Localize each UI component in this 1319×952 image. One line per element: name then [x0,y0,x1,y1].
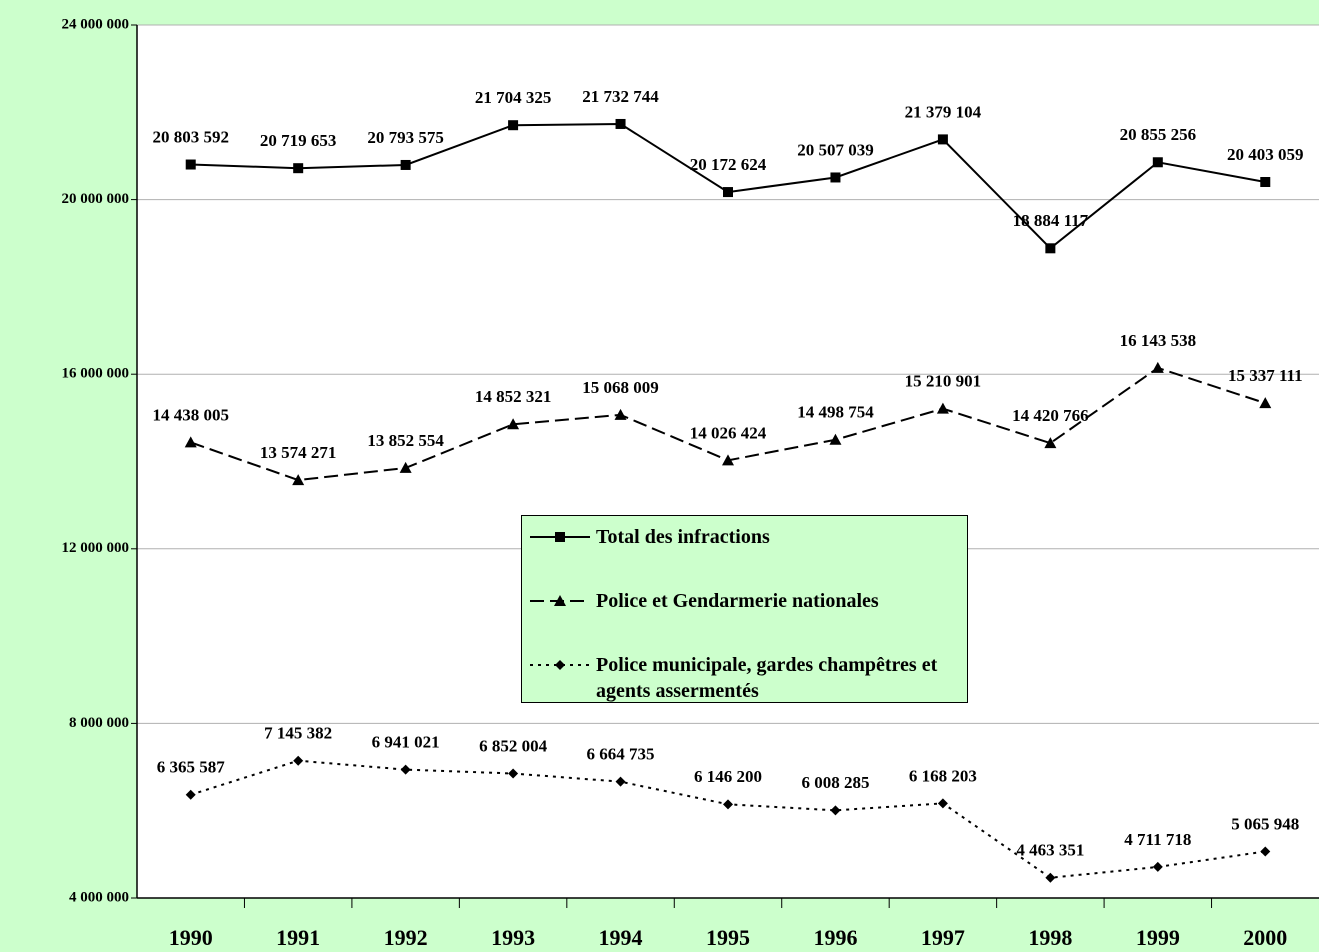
marker [1045,243,1056,254]
data-label: 13 852 554 [367,431,444,450]
marker [722,454,734,466]
x-tick-label: 1996 [813,925,857,950]
data-label: 20 793 575 [367,128,444,147]
legend: Total des infractions Police et Gendarmer… [521,515,968,703]
data-label: 21 704 325 [475,88,552,107]
x-tick-label: 1997 [921,925,965,950]
y-tick-label: 16 000 000 [62,366,130,382]
data-label: 15 337 111 [1228,366,1303,385]
data-label: 14 498 754 [797,403,874,422]
x-tick-label: 2000 [1243,925,1287,950]
data-label: 4 463 351 [1016,841,1084,860]
marker [937,798,948,809]
marker [830,805,841,816]
marker [1151,361,1164,373]
y-tick-label: 12 000 000 [62,540,130,556]
y-tick-label: 8 000 000 [69,715,129,731]
legend-entry: Police et Gendarmerie nationales [528,588,956,614]
y-tick-label: 4 000 000 [69,889,129,905]
marker [937,134,948,145]
marker [615,776,626,787]
marker [185,159,196,170]
marker [399,461,412,473]
data-label: 21 379 104 [905,102,982,121]
legend-symbol [530,660,590,670]
data-label: 14 852 321 [475,387,552,406]
data-label: 14 438 005 [152,405,229,424]
marker [1152,157,1163,168]
marker [936,402,949,414]
marker [614,408,627,420]
x-tick-label: 1992 [384,925,428,950]
data-label: 16 143 538 [1120,331,1197,350]
data-label: 20 719 653 [260,131,337,150]
marker [293,163,304,174]
x-tick-label: 1991 [276,925,320,950]
marker [1260,177,1271,188]
marker [1044,437,1057,449]
data-label: 20 855 256 [1120,125,1197,144]
legend-symbol [530,595,590,606]
legend-label: Police et Gendarmerie nationales [596,590,879,612]
legend-entry: Total des infractions [528,524,956,550]
marker [829,433,842,445]
marker [555,532,565,542]
marker [1152,861,1163,872]
data-label: 18 884 117 [1013,211,1089,230]
marker [508,768,519,779]
legend-label: Police municipale, gardes champêtres et … [596,654,938,702]
x-tick-label: 1995 [706,925,750,950]
marker [554,595,566,606]
data-label: 6 168 203 [909,766,977,785]
marker [400,764,411,775]
x-tick-label: 1990 [169,925,213,950]
marker [615,118,626,129]
data-label: 21 732 744 [582,87,659,106]
data-label: 20 507 039 [797,140,874,159]
marker [830,172,841,183]
data-label: 6 852 004 [479,736,548,755]
y-tick-label: 20 000 000 [62,191,130,207]
marker [185,789,196,800]
data-label: 6 941 021 [372,733,440,752]
data-label: 20 172 624 [690,155,767,174]
marker [292,474,305,486]
data-label: 6 008 285 [801,773,869,792]
x-tick-label: 1999 [1136,925,1180,950]
data-label: 6 664 735 [587,745,655,764]
data-label: 20 803 592 [152,127,229,146]
data-label: 14 026 424 [690,423,767,442]
marker [293,755,304,766]
data-label: 7 145 382 [264,724,332,743]
y-tick-label: 24 000 000 [62,16,130,32]
data-label: 4 711 718 [1124,830,1191,849]
marker [508,120,519,131]
data-label: 15 210 901 [905,372,982,391]
legend-entry: Police municipale, gardes champêtres et … [528,652,956,704]
data-label: 15 068 009 [582,378,659,397]
legend-symbol [530,532,590,542]
data-label: 20 403 059 [1227,145,1304,164]
marker [1259,397,1272,409]
data-label: 6 146 200 [694,767,762,786]
marker [555,660,565,670]
marker [1260,846,1271,857]
marker [723,799,733,810]
x-tick-label: 1993 [491,925,535,950]
marker [507,418,520,430]
data-label: 5 065 948 [1231,814,1299,833]
data-label: 13 574 271 [260,443,337,462]
marker [400,159,411,170]
legend-label: Total des infractions [596,526,770,548]
data-label: 6 365 587 [157,758,226,777]
data-label: 14 420 766 [1012,406,1089,425]
x-tick-label: 1998 [1028,925,1072,950]
x-tick-label: 1994 [599,925,643,950]
marker [1045,872,1056,883]
marker [723,187,733,198]
marker [184,436,197,448]
